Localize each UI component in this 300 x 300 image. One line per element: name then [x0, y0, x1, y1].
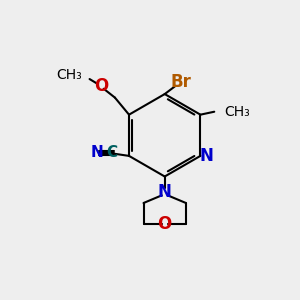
Text: N: N — [90, 146, 103, 160]
Text: CH₃: CH₃ — [56, 68, 82, 82]
Text: N: N — [158, 183, 172, 201]
Text: O: O — [158, 215, 172, 233]
Text: N: N — [200, 147, 214, 165]
Text: Br: Br — [170, 73, 191, 91]
Text: O: O — [94, 77, 108, 95]
Text: CH₃: CH₃ — [225, 105, 250, 119]
Text: C: C — [106, 146, 118, 160]
